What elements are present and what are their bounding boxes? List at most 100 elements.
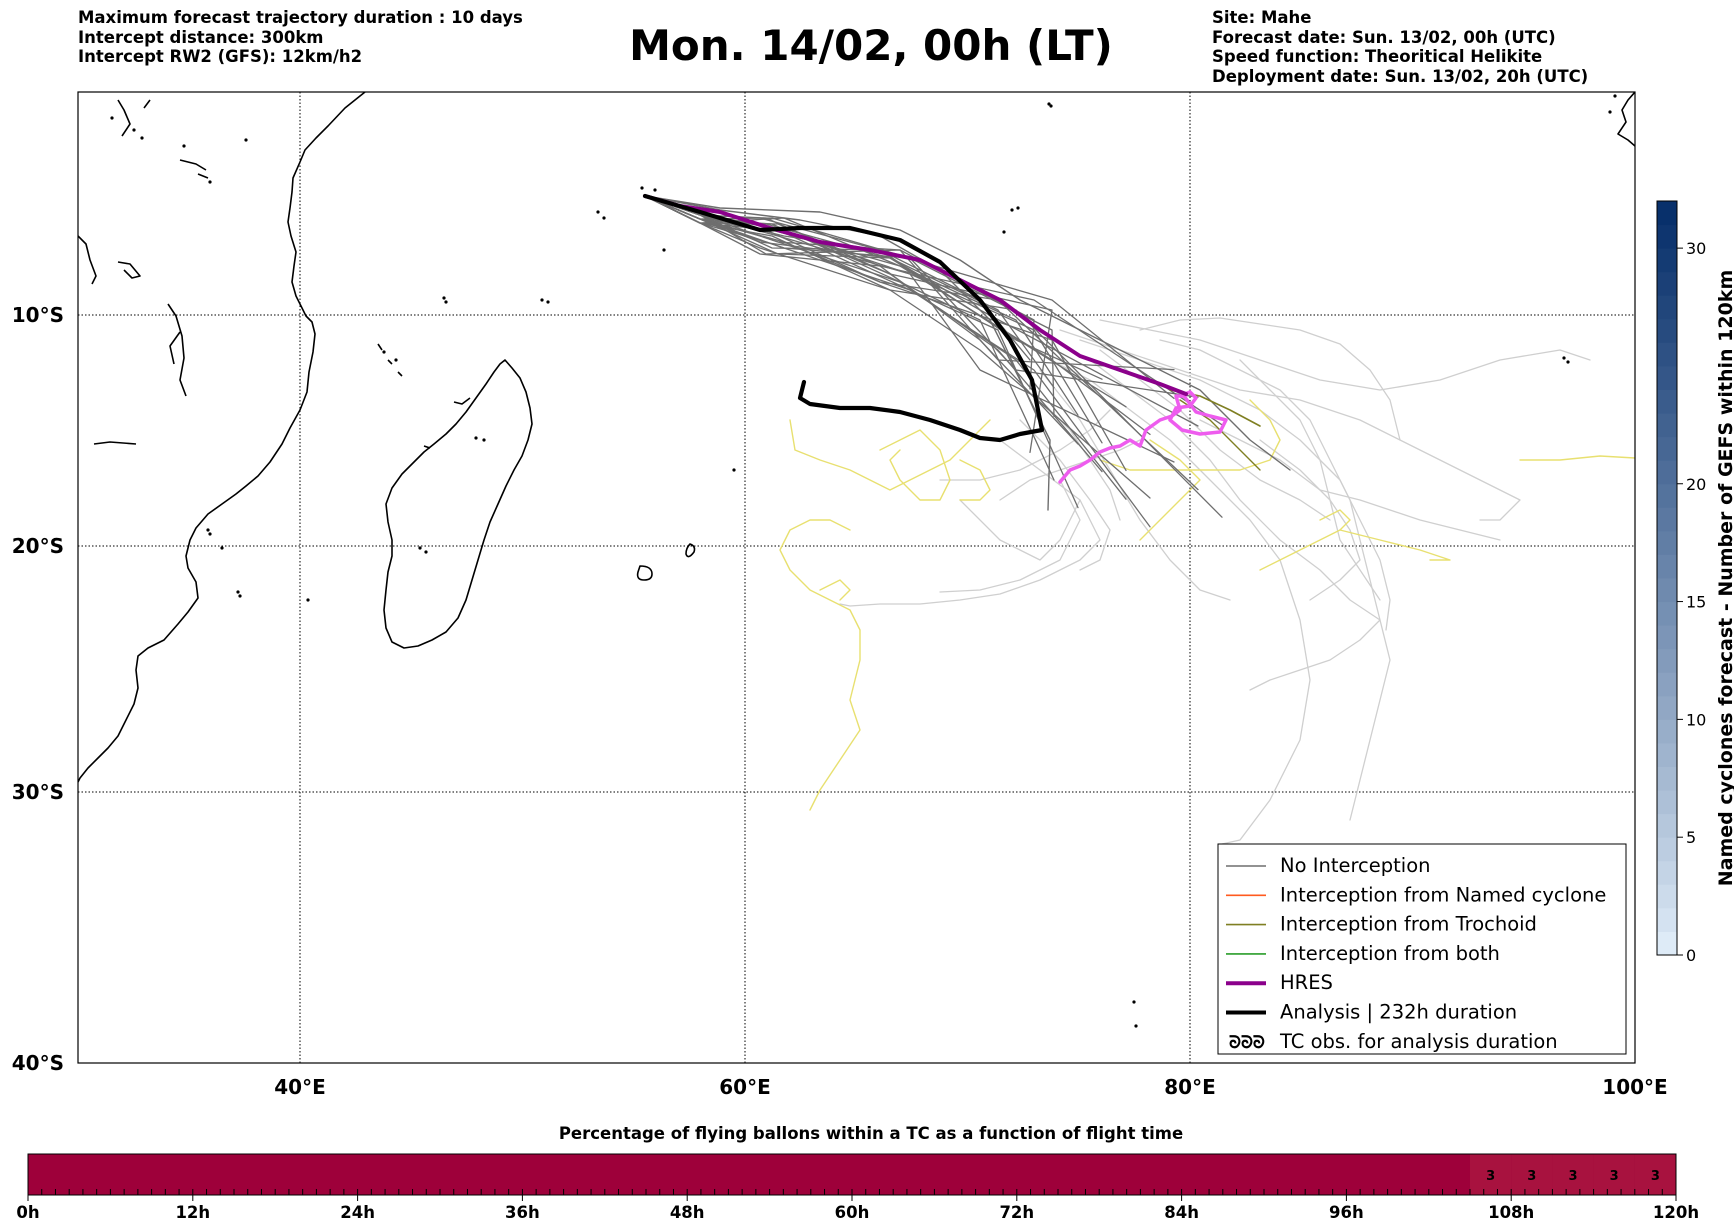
ensemble-track-extended: [999, 439, 1141, 501]
colorbar-band: [1657, 224, 1677, 249]
tc-obs-track-yellow: [779, 519, 861, 811]
flight-time-cell-value: 3: [1486, 1169, 1495, 1184]
flight-time-tick-label: 36h: [505, 1203, 540, 1222]
legend-item: Interception from both: [1226, 942, 1500, 965]
intercept-distance-text: Intercept distance: 300km: [78, 27, 324, 47]
flight-time-bar-title: Percentage of flying ballons within a TC…: [559, 1124, 1183, 1143]
colorbar-band: [1657, 742, 1677, 767]
flight-time-tick-label: 72h: [999, 1203, 1034, 1222]
legend-label: Analysis | 232h duration: [1280, 1001, 1517, 1024]
forecast-date-text: Forecast date: Sun. 13/02, 00h (UTC): [1212, 27, 1556, 47]
legend-item: ᘐᘐᘐ TC obs. for analysis duration: [1229, 1030, 1558, 1053]
island-dot: [474, 436, 478, 440]
map-title: Mon. 14/02, 00h (LT): [0, 22, 1734, 70]
colorbar-tick-label: 10: [1686, 710, 1706, 729]
ensemble-track-extended: [1059, 329, 1521, 521]
island-dot: [442, 296, 446, 300]
tc-obs-track-yellow: [1099, 399, 1281, 471]
colorbar-tick-label: 15: [1686, 593, 1706, 612]
flight-time-bar: Percentage of flying ballons within a TC…: [16, 1124, 1699, 1222]
island-dot: [482, 438, 486, 442]
ensemble-track-extended: [1099, 349, 1331, 521]
tc-obs-track-yellow: [789, 419, 991, 491]
legend-label: Interception from Trochoid: [1280, 913, 1537, 936]
colorbar-band: [1657, 884, 1677, 909]
ensemble-track-extended: [1199, 419, 1501, 541]
colorbar-tick-label: 0: [1686, 946, 1696, 965]
trajectory-layer: [642, 193, 1635, 845]
ensemble-track-extended: [939, 409, 1111, 481]
legend-label: No Interception: [1280, 854, 1431, 877]
flight-time-cell-value: 3: [1610, 1169, 1619, 1184]
colorbar-tick-label: 30: [1686, 239, 1706, 258]
speed-function-text: Speed function: Theoritical Helikite: [1212, 47, 1543, 66]
comoros: [377, 343, 403, 377]
colorbar-band: [1657, 719, 1677, 744]
island-dot: [1134, 1024, 1138, 1028]
colorbar-band: [1657, 578, 1677, 603]
island-dot: [1010, 208, 1014, 212]
ensemble-track-extended: [1259, 439, 1361, 601]
island-dot: [206, 528, 210, 532]
colorbar-band: [1657, 648, 1677, 673]
flight-time-tick-label: 12h: [175, 1203, 210, 1222]
legend-item: Analysis | 232h duration: [1226, 1001, 1517, 1024]
legend-item: Interception from Named cyclone: [1226, 883, 1606, 906]
legend-label: HRES: [1280, 971, 1333, 994]
colorbar-band: [1657, 837, 1677, 862]
legend: No Interception Interception from Named c…: [1217, 843, 1627, 1055]
deployment-date-text: Deployment date: Sun. 13/02, 20h (UTC): [1212, 66, 1589, 86]
mascarene-mauritius: [685, 543, 696, 558]
header-left-info: Maximum forecast trajectory duration : 1…: [78, 8, 523, 67]
colorbar-band: [1657, 766, 1677, 791]
africa-coast: [78, 92, 366, 783]
cyclone-symbol-icon: ᘐᘐᘐ: [1229, 1033, 1265, 1053]
lon-tick-80e: 80°E: [1164, 1075, 1216, 1099]
island-dot: [394, 358, 398, 362]
island-dot: [418, 546, 422, 550]
colorbar-band: [1657, 365, 1677, 390]
lon-tick-40e: 40°E: [274, 1075, 326, 1099]
legend-item: HRES: [1226, 971, 1333, 994]
island-dot: [110, 116, 114, 120]
mozambique-channel-coast: [93, 441, 137, 445]
island-dot: [236, 590, 240, 594]
ensemble-track-extended: [1099, 319, 1591, 391]
colorbar-tick-label: 5: [1686, 828, 1696, 847]
lat-tick-40s: 40°S: [12, 1051, 64, 1075]
island-dot: [640, 186, 644, 190]
flight-time-cell: [1593, 1154, 1635, 1195]
flight-time-cell: [1511, 1154, 1553, 1195]
colorbar-band: [1657, 271, 1677, 296]
lat-tick-30s: 30°S: [12, 780, 64, 804]
small-islands: [110, 94, 1617, 1028]
colorbar-band: [1657, 860, 1677, 885]
header-right-info: Site: Mahe Forecast date: Sun. 13/02, 00…: [1212, 8, 1588, 86]
colorbar-band: [1657, 201, 1677, 226]
flight-time-tick-label: 24h: [340, 1203, 375, 1222]
flight-time-cell: [1470, 1154, 1512, 1195]
ensemble-track-no-interception: [644, 195, 1199, 427]
flight-time-tick-label: 108h: [1488, 1203, 1534, 1222]
island-dot: [132, 128, 136, 132]
tc-obs-track-yellow: [879, 429, 951, 501]
colorbar-band: [1657, 460, 1677, 485]
hres-track: [643, 194, 1188, 396]
colorbar-band: [1657, 507, 1677, 532]
island-dot: [1608, 110, 1612, 114]
top-left-coast-fragments: [117, 99, 209, 179]
lon-tick-100e: 100°E: [1602, 1075, 1667, 1099]
island-dot: [208, 532, 212, 536]
island-dot: [244, 138, 248, 142]
island-dot: [1566, 360, 1570, 364]
flight-time-tick-label: 120h: [1653, 1203, 1699, 1222]
ensemble-track-extended: [959, 499, 1081, 561]
graticule: [78, 92, 1635, 1063]
tc-obs-track-yellow: [1139, 439, 1201, 541]
colorbar-band: [1657, 389, 1677, 414]
island-dot: [540, 298, 544, 302]
colorbar-band: [1657, 483, 1677, 508]
colorbar-band: [1657, 318, 1677, 343]
flight-time-tick-label: 0h: [16, 1203, 39, 1222]
